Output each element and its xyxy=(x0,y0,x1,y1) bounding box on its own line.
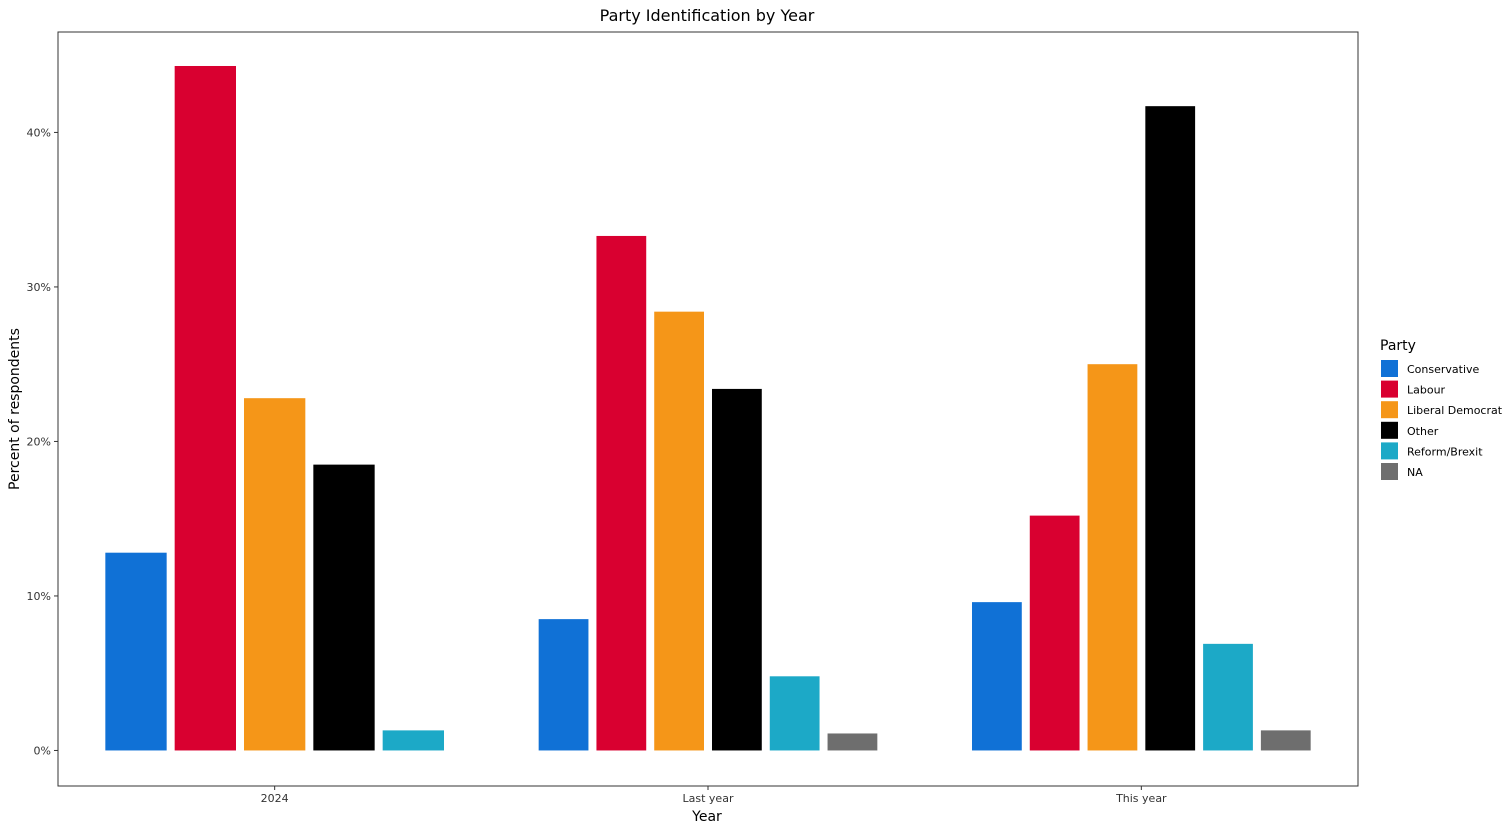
y-tick-label: 10% xyxy=(27,590,51,603)
legend-label: Reform/Brexit xyxy=(1407,445,1483,458)
x-tick-label: This year xyxy=(1115,792,1167,805)
legend-title: Party xyxy=(1380,338,1416,354)
bar-na-2 xyxy=(1260,730,1311,751)
x-axis-title: Year xyxy=(691,809,722,825)
bar-conservative-2 xyxy=(972,602,1022,751)
chart-title: Party Identification by Year xyxy=(600,6,815,25)
bar-reform-brexit-2 xyxy=(1203,643,1253,751)
x-tick-label: Last year xyxy=(683,792,734,805)
bar-na-1 xyxy=(827,733,878,751)
bar-liberal-democrat-0 xyxy=(244,398,306,751)
legend-label: Labour xyxy=(1407,384,1446,397)
x-axis: 2024 Last year This year xyxy=(261,786,1167,805)
bar-liberal-democrat-2 xyxy=(1087,364,1138,751)
y-tick-label: 30% xyxy=(27,281,51,294)
y-tick-label: 0% xyxy=(34,744,51,757)
bar-conservative-1 xyxy=(538,619,589,751)
legend-label: Other xyxy=(1407,425,1439,438)
legend-swatch xyxy=(1381,442,1398,460)
bar-labour-2 xyxy=(1029,515,1080,751)
legend-label: NA xyxy=(1407,466,1423,479)
legend-label: Liberal Democrat xyxy=(1407,404,1503,417)
bar-liberal-democrat-1 xyxy=(654,311,704,751)
bars xyxy=(105,65,1311,751)
legend-label: Conservative xyxy=(1407,363,1480,376)
y-axis: 0% 10% 20% 30% 40% xyxy=(27,126,58,757)
bar-other-2 xyxy=(1145,106,1196,751)
legend-swatch xyxy=(1381,401,1398,419)
y-tick-label: 20% xyxy=(27,435,51,448)
y-axis-title: Percent of respondents xyxy=(7,328,23,490)
bar-labour-1 xyxy=(596,235,647,751)
legend-swatch xyxy=(1381,380,1398,398)
legend-swatch xyxy=(1381,421,1398,439)
y-tick-label: 40% xyxy=(27,126,51,139)
x-tick-label: 2024 xyxy=(261,792,289,805)
bar-conservative-0 xyxy=(105,552,167,751)
bar-reform-brexit-0 xyxy=(382,730,444,751)
legend: Party Conservative Labour Liberal Democrat… xyxy=(1380,338,1503,480)
bar-other-1 xyxy=(712,388,762,751)
legend-swatch xyxy=(1381,360,1398,377)
bar-labour-0 xyxy=(174,65,236,751)
bar-other-0 xyxy=(313,464,375,751)
legend-swatch xyxy=(1381,463,1398,480)
bar-reform-brexit-1 xyxy=(769,676,820,751)
